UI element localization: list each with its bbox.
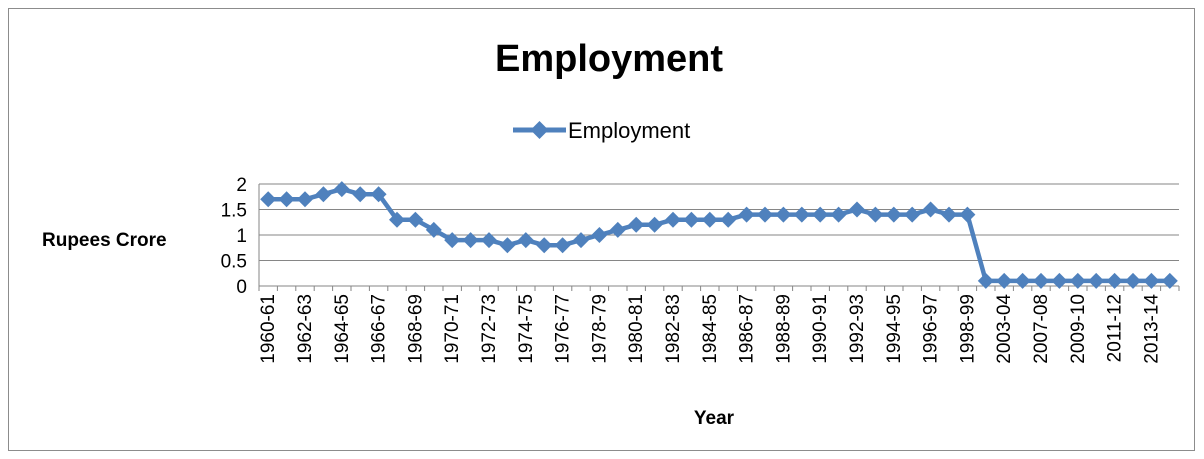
y-tick-label: 0 <box>236 277 247 298</box>
data-point-marker <box>260 191 277 208</box>
data-point-marker <box>1033 272 1049 289</box>
data-point-marker <box>1161 272 1178 289</box>
data-point-marker <box>665 211 681 228</box>
data-point-marker <box>1125 272 1141 289</box>
data-point-marker <box>591 227 608 243</box>
x-tick-label: 1980-81 <box>626 294 647 364</box>
data-point-marker <box>1143 272 1160 289</box>
x-tick-label: 1996-97 <box>921 294 942 364</box>
data-point-marker <box>517 232 534 249</box>
x-tick-label: 1976-77 <box>553 294 574 364</box>
data-point-marker <box>849 201 865 218</box>
data-point-marker <box>904 206 921 223</box>
y-tick-label: 1.5 <box>221 201 247 222</box>
data-point-marker <box>1088 272 1105 289</box>
x-tick-label: 2009-10 <box>1068 294 1089 364</box>
data-point-marker <box>609 221 626 238</box>
data-point-marker <box>922 201 939 218</box>
data-point-marker <box>738 206 755 223</box>
data-point-marker <box>646 216 663 233</box>
data-point-marker <box>720 211 737 228</box>
data-point-marker <box>996 272 1013 289</box>
employment-line-chart: Employment Employment Rupees Crore Year … <box>42 38 1180 429</box>
data-point-marker <box>297 191 313 208</box>
data-point-marker <box>628 216 645 233</box>
data-point-marker <box>1106 272 1123 289</box>
x-tick-label: 2013-14 <box>1141 294 1162 364</box>
data-point-marker <box>315 186 332 203</box>
data-point-marker <box>757 206 773 223</box>
x-tick-label: 1986-87 <box>737 294 758 364</box>
x-tick-label: 2003-04 <box>994 294 1015 364</box>
data-point-marker <box>407 211 424 228</box>
data-point-marker <box>389 211 405 228</box>
x-tick-label: 1970-71 <box>442 294 463 364</box>
chart-title: Employment <box>495 38 723 80</box>
data-point-marker <box>499 237 516 254</box>
data-point-marker <box>793 206 810 223</box>
data-point-marker <box>959 206 976 223</box>
x-tick-label: 1998-99 <box>957 294 978 364</box>
x-tick-label: 1972-73 <box>479 294 500 364</box>
chart-frame: Employment Employment Rupees Crore Year … <box>8 8 1195 451</box>
x-tick-label: 1984-85 <box>700 294 721 364</box>
x-tick-label: 1964-65 <box>332 294 353 364</box>
x-tick-label: 1988-89 <box>773 294 794 364</box>
y-tick-label: 2 <box>236 175 247 196</box>
data-point-marker <box>941 206 957 223</box>
x-tick-label: 1994-95 <box>884 294 905 364</box>
data-point-marker <box>536 237 553 254</box>
data-point-marker <box>554 237 571 254</box>
y-tick-label: 0.5 <box>221 252 247 273</box>
data-point-marker <box>683 211 700 228</box>
data-point-marker <box>775 206 792 223</box>
data-point-marker <box>425 221 442 238</box>
data-point-marker <box>830 206 847 223</box>
data-point-marker <box>370 186 387 203</box>
x-axis-title: Year <box>694 408 735 429</box>
data-point-marker <box>333 181 350 198</box>
legend-label: Employment <box>568 118 690 143</box>
data-point-marker <box>812 206 829 223</box>
legend: Employment <box>513 118 690 143</box>
data-point-marker <box>462 232 479 249</box>
data-point-marker <box>278 191 295 208</box>
data-point-marker <box>352 186 369 203</box>
x-tick-label: 2007-08 <box>1031 294 1052 364</box>
data-point-marker <box>885 206 902 223</box>
data-point-marker <box>1069 272 1086 289</box>
x-tick-label: 1974-75 <box>516 294 537 364</box>
x-tick-labels: 1960-61 1962-63 1964-65 1966-67 1968-69 1970-… <box>258 294 1162 364</box>
data-point-marker <box>573 232 589 249</box>
legend-marker <box>530 121 549 139</box>
x-tick-label: 1966-67 <box>369 294 390 364</box>
y-axis-title: Rupees Crore <box>42 230 167 251</box>
y-tick-label: 1 <box>236 226 247 247</box>
data-point-marker <box>1014 272 1031 289</box>
x-tick-label: 1992-93 <box>847 294 868 364</box>
series-employment <box>260 181 1178 289</box>
data-point-marker <box>1051 272 1068 289</box>
x-tick-label: 1990-91 <box>810 294 831 364</box>
data-point-marker <box>977 272 994 289</box>
y-tick-labels: 0 0.5 1 1.5 2 <box>221 175 247 298</box>
data-point-marker <box>867 206 884 223</box>
x-tick-label: 1960-61 <box>258 294 279 364</box>
gridlines <box>258 183 1180 291</box>
x-tick-label: 1962-63 <box>295 294 316 364</box>
x-tick-label: 1968-69 <box>405 294 426 364</box>
data-point-marker <box>701 211 718 228</box>
data-point-marker <box>444 232 461 249</box>
x-tick-label: 1982-83 <box>663 294 684 364</box>
x-tick-label: 1978-79 <box>589 294 610 364</box>
data-point-marker <box>481 232 497 249</box>
x-tick-label: 2011-12 <box>1105 294 1126 362</box>
